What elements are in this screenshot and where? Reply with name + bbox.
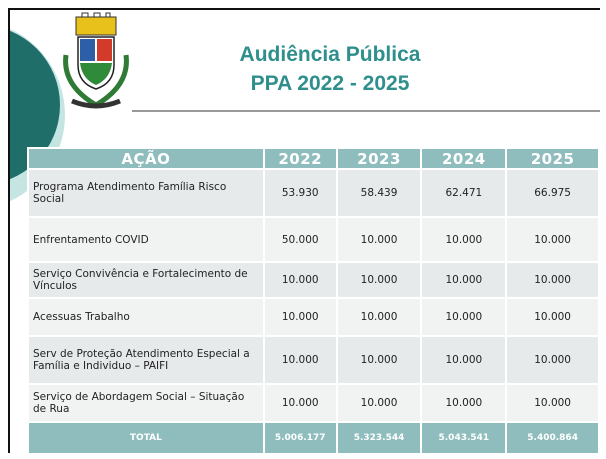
total-cell: 5.006.177 bbox=[262, 421, 338, 453]
header-row: AÇÃO 2022 2023 2024 2025 bbox=[27, 147, 600, 170]
slide: Audiência Pública PPA 2022 - 2025 AÇÃO 20… bbox=[8, 8, 600, 453]
table-row: Serviço Convivência e Fortalecimento de … bbox=[27, 261, 600, 299]
amount-cell: 10.000 bbox=[262, 261, 338, 299]
total-cell: TOTAL bbox=[27, 421, 265, 453]
action-cell: Serviço Convivência e Fortalecimento de … bbox=[27, 261, 265, 299]
amount-cell: 10.000 bbox=[505, 383, 600, 423]
subtitle: PPA 2022 - 2025 bbox=[250, 72, 410, 95]
action-cell: Programa Atendimento Família Risco Socia… bbox=[27, 168, 265, 218]
total-cell: 5.400.864 bbox=[505, 421, 600, 453]
action-cell: Enfrentamento COVID bbox=[27, 216, 265, 263]
budget-table: AÇÃO 2022 2023 2024 2025 Programa Atendiment… bbox=[27, 147, 600, 453]
column-header: 2023 bbox=[335, 147, 423, 170]
amount-cell: 58.439 bbox=[335, 168, 423, 218]
amount-cell: 10.000 bbox=[262, 297, 338, 337]
table-row: Programa Atendimento Família Risco Socia… bbox=[27, 168, 600, 218]
total-cell: 5.043.541 bbox=[420, 421, 508, 453]
table-row: Serviço de Abordagem Social – Situação d… bbox=[27, 383, 600, 423]
column-header: 2025 bbox=[505, 147, 600, 170]
amount-cell: 10.000 bbox=[420, 297, 508, 337]
amount-cell: 10.000 bbox=[335, 297, 423, 337]
title-rule bbox=[210, 110, 600, 112]
title: Audiência Pública bbox=[239, 43, 421, 66]
action-cell: Acessuas Trabalho bbox=[27, 297, 265, 337]
amount-cell: 10.000 bbox=[505, 335, 600, 385]
amount-cell: 10.000 bbox=[505, 216, 600, 263]
column-header: 2024 bbox=[420, 147, 508, 170]
amount-cell: 10.000 bbox=[420, 216, 508, 263]
amount-cell: 10.000 bbox=[335, 261, 423, 299]
column-header: AÇÃO bbox=[27, 147, 265, 170]
action-cell: Serv de Proteção Atendimento Especial a … bbox=[27, 335, 265, 385]
amount-cell: 10.000 bbox=[505, 297, 600, 337]
amount-cell: 10.000 bbox=[420, 261, 508, 299]
table-row: Enfrentamento COVID 50.000 10.000 10.000 10.… bbox=[27, 216, 600, 263]
action-cell: Serviço de Abordagem Social – Situação d… bbox=[27, 383, 265, 423]
amount-cell: 62.471 bbox=[420, 168, 508, 218]
amount-cell: 10.000 bbox=[505, 261, 600, 299]
amount-cell: 10.000 bbox=[335, 335, 423, 385]
total-cell: 5.323.544 bbox=[335, 421, 423, 453]
amount-cell: 50.000 bbox=[262, 216, 338, 263]
amount-cell: 10.000 bbox=[262, 383, 338, 423]
column-header: 2022 bbox=[262, 147, 338, 170]
amount-cell: 53.930 bbox=[262, 168, 338, 218]
table-row: Serv de Proteção Atendimento Especial a … bbox=[27, 335, 600, 385]
amount-cell: 10.000 bbox=[335, 383, 423, 423]
amount-cell: 10.000 bbox=[420, 335, 508, 385]
coat-of-arms bbox=[63, 12, 129, 109]
amount-cell: 10.000 bbox=[262, 335, 338, 385]
table-row: Acessuas Trabalho 10.000 10.000 10.000 10.00… bbox=[27, 297, 600, 337]
decoration bbox=[10, 12, 210, 202]
total-row: TOTAL 5.006.177 5.323.544 5.043.541 5.400.86… bbox=[27, 421, 600, 453]
amount-cell: 10.000 bbox=[335, 216, 423, 263]
amount-cell: 10.000 bbox=[420, 383, 508, 423]
amount-cell: 66.975 bbox=[505, 168, 600, 218]
